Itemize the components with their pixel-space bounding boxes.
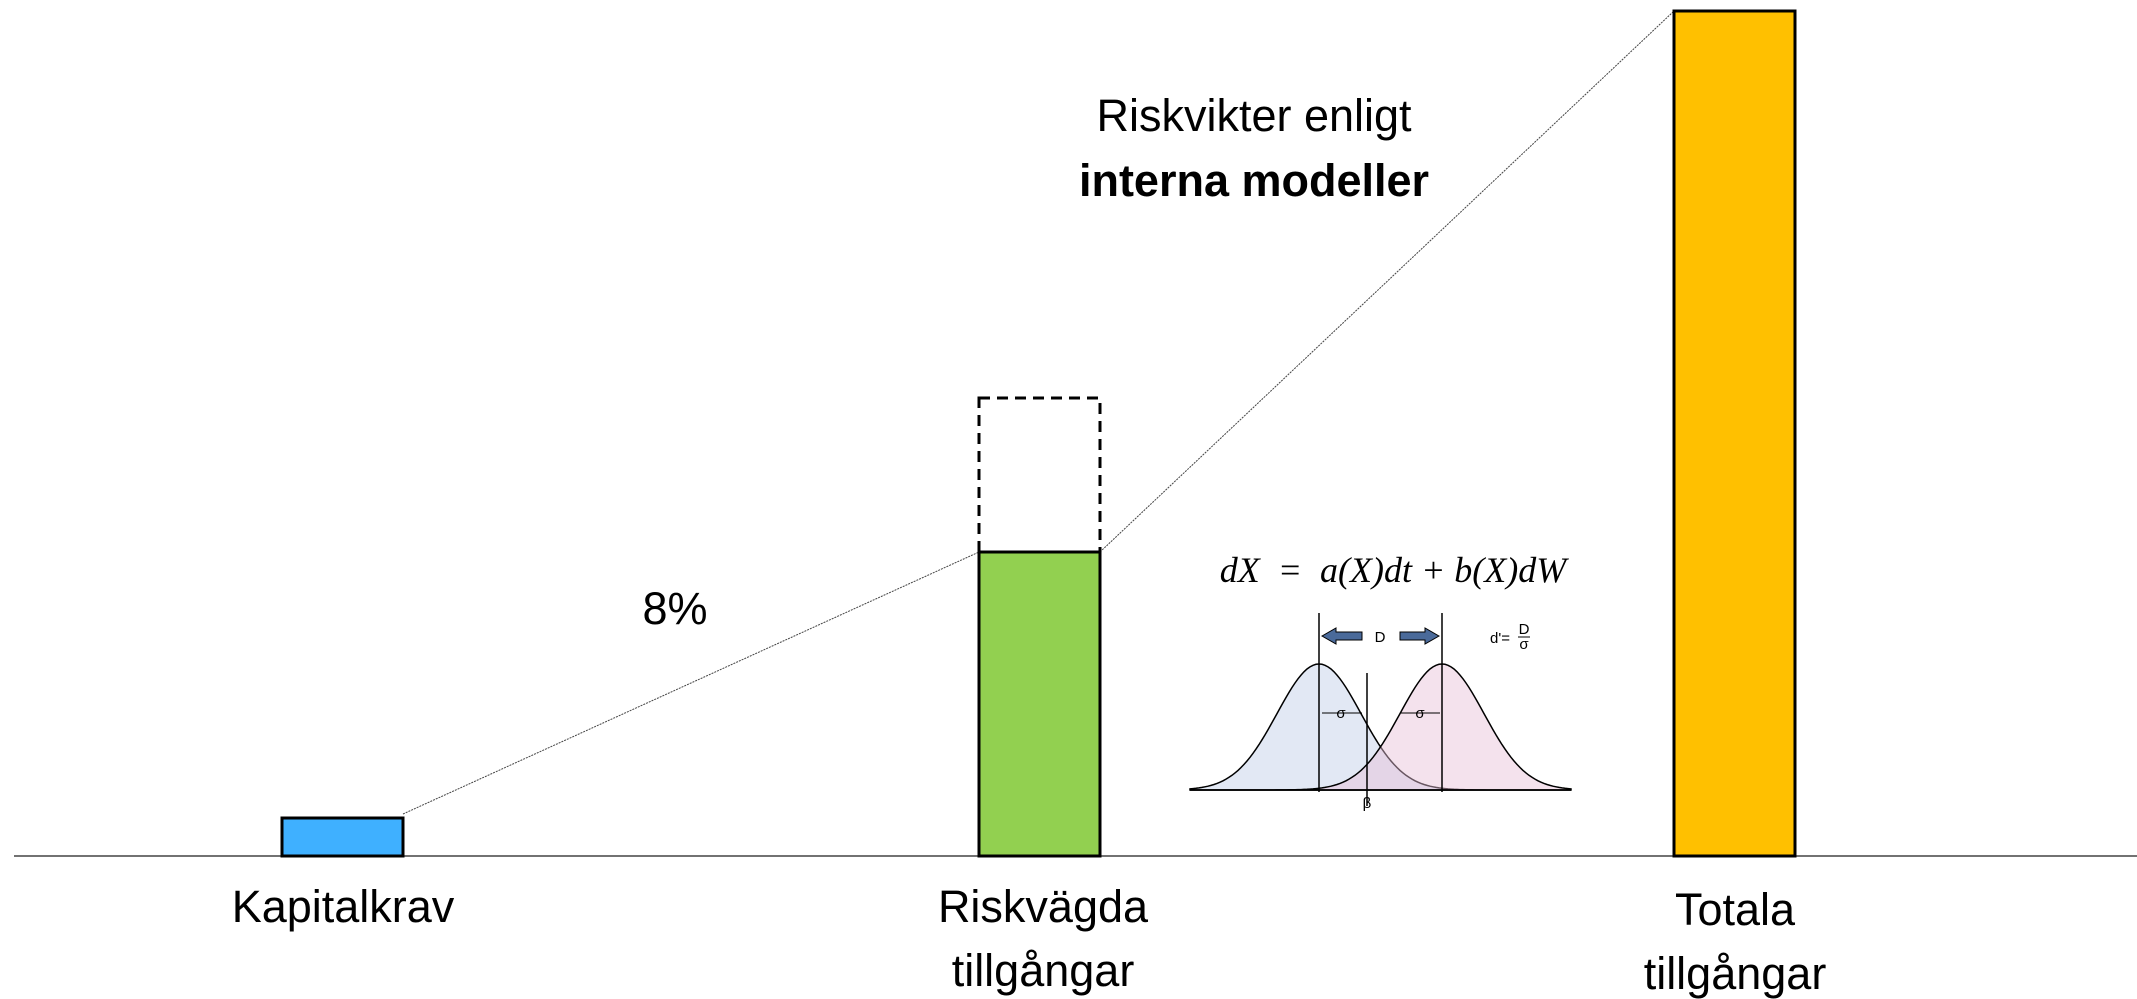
- frac-den: σ: [1519, 636, 1529, 653]
- rwa-bar: [979, 552, 1100, 856]
- beta-label: β: [1363, 795, 1372, 812]
- total-bar: [1674, 11, 1795, 856]
- arrow-left: [1322, 628, 1362, 644]
- sigma-label: σ: [1336, 705, 1346, 722]
- formula: dX = a(X)dt + b(X)dW: [1220, 550, 1570, 590]
- annotation: Riskvikter enligt: [1096, 90, 1412, 141]
- bar-label: Totala: [1675, 884, 1796, 935]
- dashed-bar: [979, 398, 1100, 552]
- annotation: interna modeller: [1079, 155, 1429, 206]
- capital-bar: [282, 818, 403, 856]
- bar-label: Kapitalkrav: [232, 881, 455, 932]
- dprime-label: d'=: [1490, 630, 1510, 647]
- bar-label: tillgångar: [952, 945, 1135, 996]
- rate-label: 8%: [642, 583, 707, 634]
- slide: Kapitalkrav Riskvägda tillgångar Totala …: [0, 0, 2137, 999]
- arrow-right: [1400, 628, 1439, 644]
- signal-detection-inset: D σ σ β d'= D σ: [1190, 613, 1571, 812]
- bar-label: Riskvägda: [938, 881, 1149, 932]
- bar-label: tillgångar: [1644, 948, 1827, 999]
- distance-label: D: [1375, 629, 1386, 646]
- sigma-label: σ: [1415, 705, 1425, 722]
